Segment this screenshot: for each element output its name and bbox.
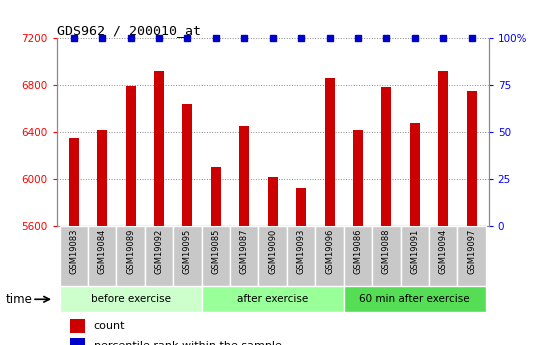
Bar	[59, 286, 201, 312]
Bar	[173, 226, 201, 286]
Text: GSM19087: GSM19087	[240, 228, 249, 274]
Bar	[259, 226, 287, 286]
Text: GSM19096: GSM19096	[325, 228, 334, 274]
Text: after exercise: after exercise	[237, 294, 308, 304]
Bar	[325, 78, 334, 226]
Text: before exercise: before exercise	[91, 294, 171, 304]
Bar	[211, 167, 221, 226]
Text: GSM19091: GSM19091	[410, 228, 419, 274]
Bar	[117, 226, 145, 286]
Bar	[230, 226, 259, 286]
Bar	[183, 104, 192, 226]
Bar	[59, 226, 88, 286]
Text: GSM19092: GSM19092	[154, 228, 164, 274]
Text: GSM19086: GSM19086	[354, 228, 362, 274]
Bar	[296, 188, 306, 226]
Bar	[69, 138, 79, 226]
Bar	[372, 226, 401, 286]
Bar	[410, 122, 420, 226]
Bar	[201, 286, 344, 312]
Text: count: count	[94, 321, 125, 331]
Text: 60 min after exercise: 60 min after exercise	[360, 294, 470, 304]
Bar	[154, 71, 164, 226]
Text: percentile rank within the sample: percentile rank within the sample	[94, 341, 282, 345]
Text: GSM19085: GSM19085	[211, 228, 220, 274]
Text: GSM19094: GSM19094	[438, 228, 448, 274]
Bar	[401, 226, 429, 286]
Text: GSM19089: GSM19089	[126, 228, 135, 274]
Text: time: time	[5, 293, 32, 306]
Bar	[381, 87, 391, 226]
Bar	[315, 226, 344, 286]
Text: GDS962 / 200010_at: GDS962 / 200010_at	[57, 24, 201, 37]
Bar	[467, 91, 477, 226]
Bar	[239, 126, 249, 226]
Bar	[344, 286, 486, 312]
Bar	[287, 226, 315, 286]
Bar	[88, 226, 117, 286]
Bar	[429, 226, 457, 286]
Bar	[438, 71, 448, 226]
Bar	[353, 130, 363, 226]
Bar	[97, 130, 107, 226]
Bar	[268, 177, 278, 226]
Text: GSM19083: GSM19083	[69, 228, 78, 274]
Text: GSM19090: GSM19090	[268, 228, 277, 274]
Bar	[145, 226, 173, 286]
Text: GSM19084: GSM19084	[98, 228, 107, 274]
Bar	[126, 86, 136, 226]
Bar	[201, 226, 230, 286]
Bar	[70, 338, 85, 345]
Bar	[70, 318, 85, 333]
Text: GSM19095: GSM19095	[183, 228, 192, 274]
Bar	[457, 226, 486, 286]
Text: GSM19097: GSM19097	[467, 228, 476, 274]
Text: GSM19093: GSM19093	[296, 228, 306, 274]
Text: GSM19088: GSM19088	[382, 228, 391, 274]
Bar	[344, 226, 372, 286]
